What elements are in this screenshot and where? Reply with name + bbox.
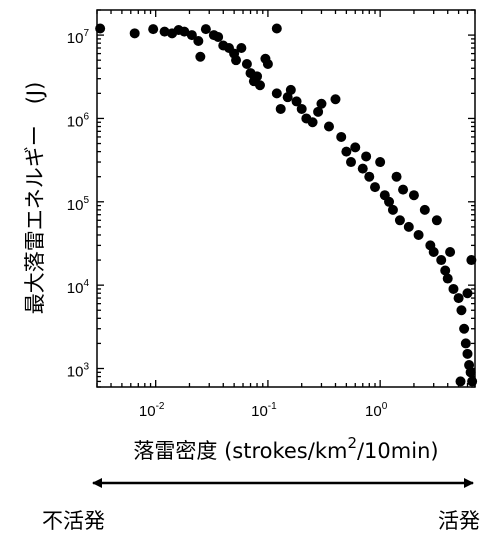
data-point — [275, 103, 286, 114]
x-axis-title: 落雷密度 (strokes/km2/10min) — [133, 434, 438, 463]
data-point — [313, 106, 324, 117]
data-point — [336, 131, 347, 142]
data-point — [391, 171, 402, 182]
y-tick-label: 106 — [67, 111, 90, 130]
data-point — [262, 58, 273, 69]
active-label: 活発 — [438, 509, 480, 533]
data-point — [271, 23, 282, 34]
data-point — [316, 98, 327, 109]
axis-ticks: 10-2 10-1 100 103 104 105 106 107 — [67, 9, 476, 420]
data-point — [413, 229, 424, 240]
inactive-label: 不活発 — [42, 509, 105, 533]
data-point — [330, 94, 341, 105]
data-point — [440, 265, 451, 276]
data-point — [445, 246, 456, 257]
data-point — [419, 204, 430, 215]
data-point — [252, 71, 263, 82]
data-point — [387, 204, 398, 215]
x-tick-label: 10-1 — [251, 401, 277, 420]
data-point — [213, 31, 224, 42]
data-point — [346, 157, 357, 168]
data-point — [361, 151, 372, 162]
data-point — [159, 26, 170, 37]
data-point — [254, 80, 265, 91]
data-point — [453, 293, 464, 304]
data-point — [271, 88, 282, 99]
data-point — [291, 96, 302, 107]
data-point — [231, 55, 242, 66]
data-point — [323, 121, 334, 132]
data-point — [431, 215, 442, 226]
data-point — [296, 103, 307, 114]
data-point — [403, 221, 414, 232]
data-point — [462, 288, 473, 299]
data-point — [179, 26, 190, 37]
data-point — [456, 305, 467, 316]
data-point — [408, 190, 419, 201]
x-tick-label: 100 — [365, 401, 388, 420]
data-point — [398, 184, 409, 195]
y-axis-title: 最大落雷エネルギー (J) — [23, 82, 47, 315]
y-tick-label: 104 — [67, 278, 90, 297]
data-point — [436, 255, 447, 266]
data-point — [442, 273, 453, 284]
data-point — [350, 142, 361, 153]
data-point — [129, 28, 140, 39]
scatter-points — [95, 23, 478, 387]
y-tick-label: 107 — [67, 28, 90, 47]
data-point — [375, 157, 386, 168]
plot-frame — [96, 9, 476, 388]
data-point — [186, 30, 197, 41]
data-point — [148, 24, 159, 35]
data-point — [394, 215, 405, 226]
data-point — [370, 182, 381, 193]
data-point — [236, 43, 247, 54]
data-point — [307, 117, 318, 128]
data-point — [448, 283, 459, 294]
data-point — [465, 367, 476, 378]
data-point — [462, 348, 473, 359]
data-point — [460, 338, 471, 349]
data-point — [364, 171, 375, 182]
data-point — [241, 58, 252, 69]
y-tick-label: 105 — [67, 195, 90, 214]
data-point — [357, 163, 368, 174]
data-point — [200, 24, 211, 35]
data-point — [455, 376, 466, 387]
data-point — [459, 323, 470, 334]
data-point — [193, 35, 204, 46]
data-point — [285, 84, 296, 95]
data-point — [195, 51, 206, 62]
y-tick-label: 103 — [67, 362, 90, 381]
data-point — [384, 196, 395, 207]
x-tick-label: 10-2 — [139, 401, 165, 420]
data-point — [428, 246, 439, 257]
data-point — [341, 146, 352, 157]
